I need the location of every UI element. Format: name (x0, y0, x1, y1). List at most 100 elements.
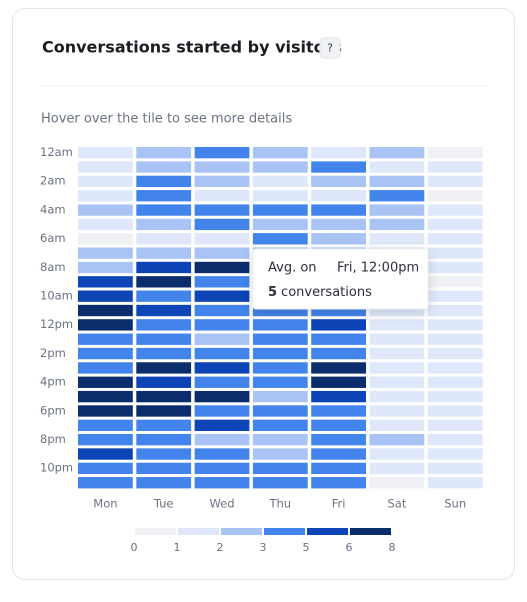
heat-cell (252, 319, 308, 331)
heat-cell (427, 448, 483, 460)
help-icon[interactable]: ? (327, 42, 333, 55)
heat-cell (252, 190, 308, 202)
heat-cell (78, 290, 133, 302)
legend-label: 2 (217, 541, 224, 554)
heat-cell (311, 233, 366, 245)
heat-cell (78, 304, 133, 317)
tooltip: Avg. on Fri, 12:00pm 5 conversations (252, 248, 429, 310)
heat-cell (427, 261, 483, 274)
heat-cell (369, 147, 425, 159)
heat-cell (136, 333, 192, 345)
heat-cell (252, 175, 308, 188)
heat-cell (136, 304, 192, 317)
x-tick-label: Sat (387, 497, 406, 511)
legend-swatch (221, 528, 262, 535)
heat-cell (427, 218, 483, 231)
heat-cell (252, 390, 308, 403)
heat-cell (427, 304, 483, 317)
heat-cell (311, 204, 366, 216)
heat-cell (78, 276, 133, 288)
heat-cell (311, 175, 366, 188)
heat-cell (369, 347, 425, 360)
heat-cell (136, 290, 192, 302)
x-tick-label: Tue (153, 497, 174, 511)
heat-cell (311, 347, 366, 360)
heat-cell (311, 390, 366, 403)
axes: 12am 2am 4am 6am 8am 10am 12pm 2pm 4pm 6pm 8pm 10pm… (40, 145, 466, 511)
heat-cell (369, 462, 425, 475)
help-badge[interactable] (319, 37, 341, 59)
heat-cell (427, 376, 483, 388)
heat-cell (311, 405, 366, 417)
heat-cell (427, 175, 483, 188)
heat-cell (194, 347, 250, 360)
heat-cell (252, 376, 308, 388)
heat-cell (194, 147, 250, 159)
y-tick-label: 10am (40, 289, 73, 303)
heat-cell (136, 247, 192, 259)
heat-cell (78, 147, 133, 159)
heat-cell (194, 448, 250, 460)
x-tick-label: Mon (93, 497, 117, 511)
heat-cell (252, 347, 308, 360)
tooltip-text: 5 conversations (268, 285, 372, 300)
heat-cell (311, 477, 366, 489)
heat-cell (136, 233, 192, 245)
legend-label: 8 (389, 541, 396, 554)
heat-cell (427, 276, 483, 288)
heat-cell (369, 161, 425, 173)
heat-cell (311, 448, 366, 460)
heat-cell (311, 333, 366, 345)
heat-cell (78, 261, 133, 274)
heat-cell (427, 247, 483, 259)
heat-cell (194, 477, 250, 489)
heat-cell (427, 390, 483, 403)
heat-cell (78, 333, 133, 345)
heat-cell (194, 405, 250, 417)
legend-label: 5 (303, 541, 310, 554)
heat-cell (427, 333, 483, 345)
heat-cell (194, 362, 250, 374)
heat-cell (311, 419, 366, 431)
heat-cell (194, 233, 250, 245)
heat-cell (252, 405, 308, 417)
heat-cell (136, 175, 192, 188)
heat-cell (194, 161, 250, 173)
heat-cell (252, 434, 308, 446)
heat-cell (136, 190, 192, 202)
heat-cell (311, 147, 366, 159)
tooltip-value: 5 (268, 285, 277, 300)
heat-cell (136, 462, 192, 475)
legend-label: 6 (346, 541, 353, 554)
y-tick-label: 10pm (40, 461, 73, 475)
heat-cell (369, 448, 425, 460)
tooltip-unit: conversations (281, 285, 372, 300)
heat-cell (136, 319, 192, 331)
heat-cell (427, 362, 483, 374)
legend-swatch (307, 528, 348, 535)
tooltip-when: Fri, 12:00pm (337, 261, 419, 276)
heat-cell (427, 233, 483, 245)
heat-cell (369, 390, 425, 403)
legend-swatch (350, 528, 391, 535)
heat-cell (252, 419, 308, 431)
heat-cell (252, 147, 308, 159)
heat-cell (369, 362, 425, 374)
subtitle: Hover over the tile to see more details (41, 112, 292, 127)
heat-cell (136, 204, 192, 216)
heat-cell (194, 333, 250, 345)
heat-cell (252, 333, 308, 345)
heat-cell (369, 319, 425, 331)
heat-cell (78, 319, 133, 331)
heat-cell (136, 477, 192, 489)
heat-cell (194, 190, 250, 202)
heat-cell (78, 434, 133, 446)
heat-cell (252, 218, 308, 231)
heat-cell (136, 276, 192, 288)
heat-cell (369, 477, 425, 489)
heat-cell (252, 304, 308, 317)
heat-cell (136, 147, 192, 159)
heat-cell (136, 161, 192, 173)
heat-cell (78, 362, 133, 374)
